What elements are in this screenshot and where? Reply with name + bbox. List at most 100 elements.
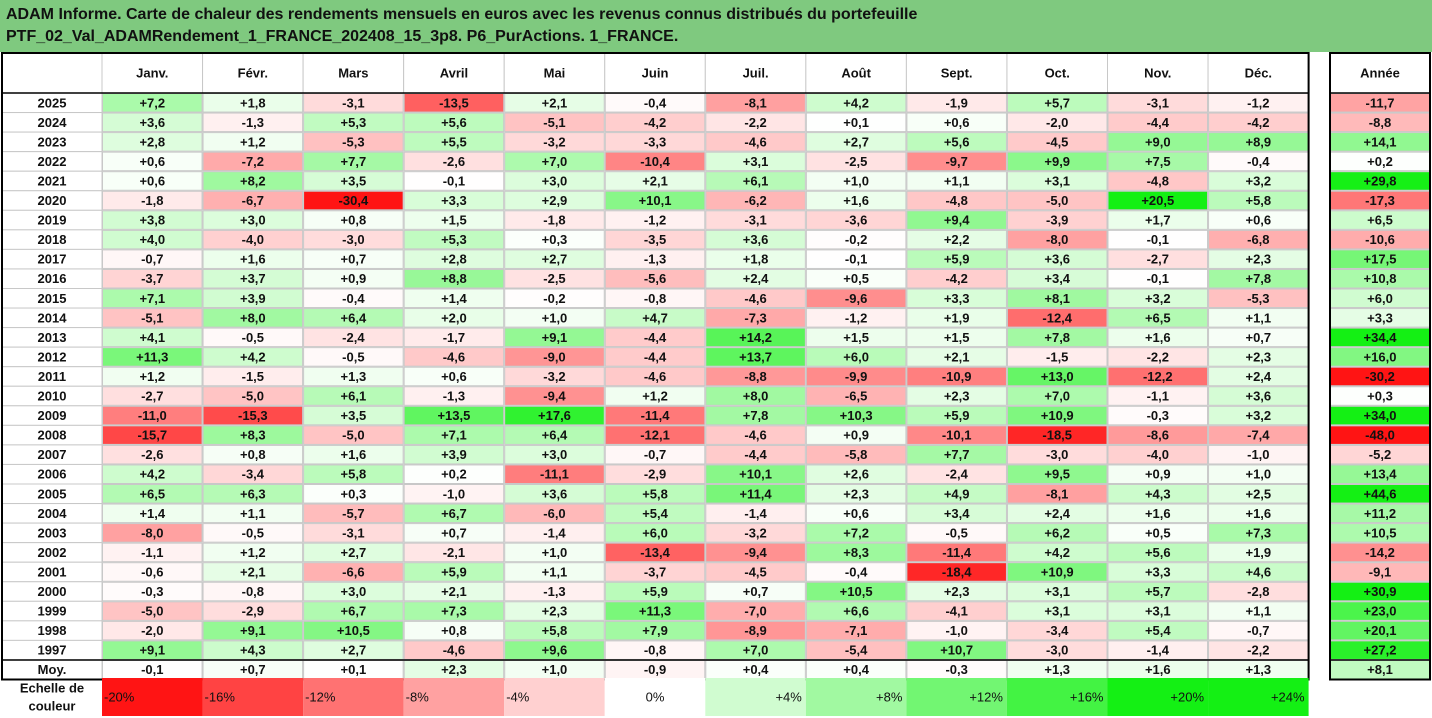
heatmap-cell-value: -0,8 bbox=[242, 584, 264, 599]
heatmap-cell-value: +3,6 bbox=[1044, 252, 1070, 267]
heatmap-cell-value: +9,1 bbox=[139, 643, 165, 658]
heatmap-cell-value: +3,4 bbox=[944, 506, 970, 521]
heatmap-cell-value: -3,5 bbox=[644, 232, 666, 247]
heatmap-cell bbox=[1107, 425, 1209, 445]
heatmap-cell-value: +4,2 bbox=[139, 467, 165, 482]
heatmap-cell bbox=[102, 229, 203, 250]
heatmap-cell-value: -0,6 bbox=[141, 564, 163, 579]
header-cell bbox=[1006, 52, 1109, 94]
color-scale-label-line-1: Echelle de bbox=[20, 681, 84, 696]
heatmap-cell bbox=[1107, 581, 1209, 602]
heatmap-cell-value: +3,2 bbox=[1245, 408, 1271, 423]
heatmap-cell-value: -2,4 bbox=[342, 330, 365, 345]
heatmap-cell-value: +1,3 bbox=[1245, 662, 1271, 677]
heatmap-cell-value: -5,4 bbox=[845, 643, 868, 658]
heatmap-cell-value: +6,6 bbox=[843, 604, 869, 619]
heatmap-cell bbox=[1107, 562, 1209, 582]
heatmap-cell-value: +6,5 bbox=[1145, 310, 1171, 325]
heatmap-cell-value: -2,6 bbox=[443, 154, 465, 169]
heatmap-cell-value: -30,4 bbox=[339, 193, 369, 208]
heatmap-cell-value: -3,1 bbox=[744, 213, 766, 228]
heatmap-cell bbox=[1107, 366, 1209, 387]
heatmap-cell-value: +3,4 bbox=[1044, 271, 1070, 286]
heatmap-cell bbox=[906, 601, 1007, 621]
heatmap-cell-value: +2,8 bbox=[441, 252, 467, 267]
color-scale-stop-label: +24% bbox=[1271, 690, 1305, 705]
heatmap-cell-value: +0,6 bbox=[944, 115, 970, 130]
heatmap-cell-value: +3,1 bbox=[743, 154, 769, 169]
heatmap-cell-value: -3,2 bbox=[744, 525, 766, 540]
heatmap-cell-value: +0,6 bbox=[843, 506, 869, 521]
heatmap-cell bbox=[504, 503, 605, 524]
heatmap-cell bbox=[604, 229, 706, 250]
year-total-value: -5,2 bbox=[1369, 447, 1391, 462]
heatmap-cell-value: +6,4 bbox=[542, 428, 568, 443]
heatmap-cell-value: -9,6 bbox=[845, 291, 867, 306]
heatmap-cell-value: -0,5 bbox=[242, 525, 264, 540]
heatmap-cell bbox=[504, 425, 605, 445]
heatmap-cell-value: -4,6 bbox=[443, 349, 465, 364]
heatmap-cell bbox=[202, 503, 304, 524]
heatmap-cell bbox=[805, 601, 907, 621]
heatmap-cell-value: -2,2 bbox=[1247, 643, 1269, 658]
heatmap-cell bbox=[202, 171, 304, 191]
heatmap-cell bbox=[403, 503, 505, 524]
heatmap-cell bbox=[1006, 581, 1108, 602]
heatmap-cell-value: -9,9 bbox=[845, 369, 867, 384]
heatmap-cell-value: +7,7 bbox=[944, 447, 970, 462]
year-total-value: +11,2 bbox=[1364, 506, 1396, 521]
heatmap-cell bbox=[604, 151, 706, 172]
heatmap-cell bbox=[303, 405, 404, 426]
heatmap-cell bbox=[1006, 620, 1108, 641]
heatmap-cell-value: -0,1 bbox=[1147, 271, 1169, 286]
heatmap-cell-value: -10,1 bbox=[942, 428, 972, 443]
heatmap-cell-value: +5,9 bbox=[642, 584, 668, 599]
heatmap-cell bbox=[705, 562, 806, 582]
heatmap-cell-value: -2,1 bbox=[443, 545, 465, 560]
heatmap-cell-value: -8,8 bbox=[744, 369, 766, 384]
heatmap-cell-value: -6,0 bbox=[543, 506, 565, 521]
heatmap-cell-value: -4,6 bbox=[744, 291, 766, 306]
heatmap-cell bbox=[403, 132, 505, 152]
heatmap-cell bbox=[303, 288, 404, 309]
year-row-label: 2019 bbox=[38, 213, 67, 228]
heatmap-cell bbox=[705, 484, 806, 504]
heatmap-cell bbox=[504, 210, 605, 230]
heatmap-cell-value: -5,6 bbox=[644, 271, 666, 286]
heatmap-cell-value: +1,6 bbox=[1145, 506, 1171, 521]
heatmap-cell-value: +3,3 bbox=[441, 193, 467, 208]
year-row-label: 2009 bbox=[38, 408, 67, 423]
heatmap-cell-value: +1,5 bbox=[843, 330, 869, 345]
heatmap-cell bbox=[1107, 542, 1209, 563]
month-header-label: Juil. bbox=[743, 66, 769, 81]
heatmap-cell-value: +8,9 bbox=[1245, 134, 1271, 149]
year-total-value: +29,8 bbox=[1364, 173, 1397, 188]
heatmap-cell bbox=[202, 190, 304, 211]
heatmap-cell-value: -5,1 bbox=[543, 115, 565, 130]
heatmap-cell bbox=[403, 405, 505, 426]
heatmap-cell bbox=[202, 484, 304, 504]
heatmap-cell bbox=[1006, 444, 1108, 465]
average-row-label: Moy. bbox=[38, 662, 67, 677]
color-scale-label-line-2: couleur bbox=[29, 699, 76, 714]
heatmap-cell bbox=[1107, 347, 1209, 367]
heatmap-cell bbox=[705, 327, 806, 348]
heatmap-cell-value: +6,7 bbox=[441, 506, 467, 521]
year-row-label: 2014 bbox=[38, 310, 68, 325]
year-row-label: 2015 bbox=[38, 291, 67, 306]
heatmap-cell-value: +0,1 bbox=[341, 662, 367, 677]
heatmap-cell-value: -2,8 bbox=[1247, 584, 1269, 599]
heatmap-cell-value: +3,3 bbox=[1145, 564, 1171, 579]
color-scale-stop-label: +4% bbox=[775, 690, 802, 705]
heatmap-cell bbox=[1006, 249, 1108, 269]
heatmap-cell bbox=[303, 366, 404, 387]
heatmap-cell-value: -2,2 bbox=[744, 115, 766, 130]
heatmap-cell-value: +6,3 bbox=[240, 486, 266, 501]
heatmap-cell-value: +0,8 bbox=[441, 623, 467, 638]
heatmap-cell-value: +8,8 bbox=[441, 271, 467, 286]
heatmap-cell bbox=[504, 562, 605, 582]
heatmap-cell bbox=[403, 249, 505, 269]
heatmap-cell-value: +0,9 bbox=[1145, 467, 1171, 482]
year-row-label: 2002 bbox=[38, 545, 67, 560]
